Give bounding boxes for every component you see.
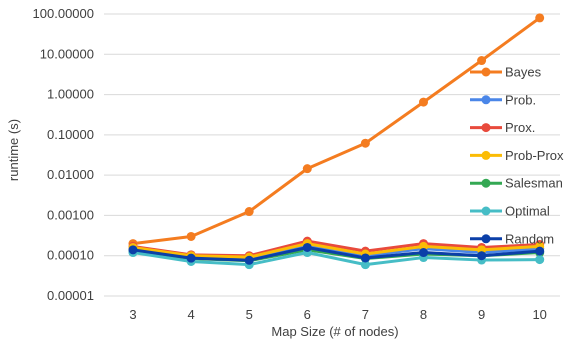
data-point — [360, 138, 370, 148]
y-tick-label: 0.01000 — [47, 167, 94, 182]
series-lines — [128, 13, 545, 270]
legend-item: Random — [470, 231, 554, 246]
legend-item: Optimal — [470, 204, 550, 219]
y-tick-label: 100.00000 — [33, 6, 94, 21]
y-tick-label: 1.00000 — [47, 87, 94, 102]
data-point — [419, 248, 428, 258]
legend-label: Random — [505, 231, 554, 246]
series-line — [132, 251, 540, 267]
data-point — [360, 253, 370, 263]
data-point — [186, 253, 196, 263]
legend-swatch-marker — [481, 234, 491, 244]
data-point — [360, 260, 370, 270]
x-axis-title: Map Size (# of nodes) — [271, 324, 398, 339]
legend-item: Prox. — [470, 120, 535, 135]
y-tick-label: 0.00001 — [47, 288, 94, 303]
series-line — [132, 245, 540, 262]
data-point — [535, 255, 545, 265]
series-line — [132, 16, 541, 246]
legend-swatch-marker — [481, 150, 491, 160]
data-point — [128, 245, 138, 255]
x-tick-label: 9 — [478, 307, 485, 322]
legend-swatch-marker — [481, 67, 491, 77]
x-axis: 3 4 5 6 7 8 9 10 — [129, 307, 547, 322]
legend-label: Prob-Prox — [505, 148, 564, 163]
x-tick-label: 5 — [246, 307, 253, 322]
data-point — [535, 13, 545, 23]
y-tick-label: 10.00000 — [40, 46, 94, 61]
legend-item: Prob-Prox — [470, 148, 564, 163]
y-tick-label: 0.00100 — [47, 207, 94, 222]
data-point — [477, 56, 487, 66]
legend-swatch-marker — [481, 95, 491, 105]
data-point — [186, 231, 196, 241]
data-point — [244, 207, 254, 217]
legend-label: Bayes — [505, 65, 542, 80]
x-tick-label: 10 — [532, 307, 546, 322]
data-point — [302, 242, 312, 252]
data-point — [535, 246, 545, 256]
legend-item: Bayes — [470, 65, 542, 80]
legend-swatch-marker — [481, 206, 491, 216]
x-tick-label: 7 — [362, 307, 369, 322]
legend-label: Prox. — [505, 120, 535, 135]
legend-swatch-marker — [481, 178, 491, 188]
legend-swatch-marker — [481, 123, 491, 133]
legend-item: Salesman — [470, 176, 563, 191]
x-tick-label: 6 — [304, 307, 311, 322]
series-bayes — [128, 13, 545, 249]
y-tick-label: 0.00010 — [47, 248, 94, 263]
series-line — [132, 242, 540, 259]
legend-item: Prob. — [470, 92, 536, 107]
x-tick-label: 4 — [187, 307, 194, 322]
x-tick-label: 3 — [129, 307, 136, 322]
data-point — [302, 164, 312, 174]
data-point — [477, 251, 487, 261]
x-tick-label: 8 — [420, 307, 427, 322]
legend-label: Salesman — [505, 176, 563, 191]
series-random — [128, 242, 545, 265]
y-axis: 0.00001 0.00010 0.00100 0.01000 0.10000 1.000… — [33, 6, 94, 303]
y-tick-label: 0.10000 — [47, 127, 94, 142]
data-point — [244, 255, 254, 265]
legend-label: Optimal — [505, 204, 550, 219]
legend: Bayes Prob. Prox. Prob-Prox Salesman Optimal R… — [470, 65, 564, 246]
data-point — [419, 97, 428, 107]
legend-label: Prob. — [505, 92, 536, 107]
y-axis-title: runtime (s) — [6, 119, 21, 181]
